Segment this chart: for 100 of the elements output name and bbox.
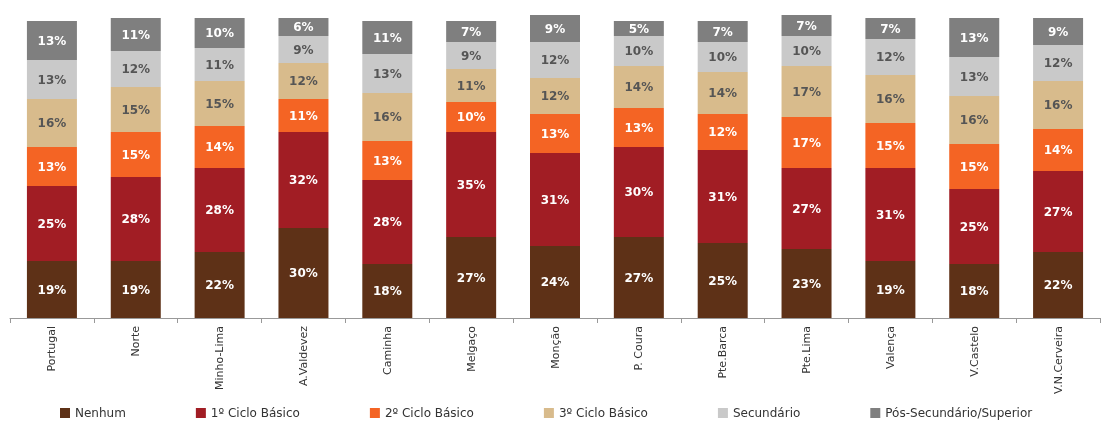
data-label: 12% — [708, 125, 738, 139]
bar — [362, 54, 413, 93]
data-label: 10% — [456, 110, 486, 124]
data-label: 13% — [37, 72, 67, 87]
data-label: 25% — [708, 273, 738, 288]
legend-label: 2º Ciclo Básico — [384, 406, 474, 420]
data-label: 6% — [293, 20, 314, 34]
bar — [949, 57, 1000, 96]
data-label: 15% — [205, 96, 234, 111]
data-label: 28% — [121, 212, 151, 226]
bar — [781, 168, 832, 249]
bar — [194, 168, 245, 252]
bar — [949, 264, 1000, 318]
bar — [446, 132, 497, 237]
x-tick-label: Valença — [883, 326, 897, 369]
data-label: 10% — [624, 44, 654, 58]
data-label: 11% — [121, 27, 151, 42]
bar — [194, 126, 245, 168]
data-label: 11% — [372, 30, 402, 45]
data-label: 18% — [372, 284, 402, 298]
data-label: 11% — [205, 57, 234, 72]
bar — [194, 81, 245, 126]
legend-label: Pós-Secundário/Superior — [885, 406, 1033, 420]
bar — [613, 237, 664, 318]
data-label: 7% — [460, 24, 482, 39]
data-label: 27% — [792, 201, 821, 216]
data-label: 30% — [624, 185, 654, 199]
data-label: 9% — [1047, 24, 1069, 39]
bar — [697, 243, 748, 318]
data-label: 12% — [540, 89, 570, 103]
data-label: 7% — [712, 24, 733, 39]
data-label: 25% — [37, 216, 67, 231]
data-label: 19% — [37, 282, 67, 297]
data-label: 12% — [289, 74, 318, 88]
bar — [194, 252, 245, 318]
bar — [446, 69, 497, 102]
data-label: 9% — [460, 48, 482, 63]
data-label: 31% — [708, 189, 738, 204]
legend-label: Secundário — [732, 406, 801, 420]
bar — [697, 21, 748, 42]
bar — [1033, 252, 1084, 318]
bar — [697, 72, 748, 114]
bar — [781, 249, 832, 318]
bar — [781, 66, 832, 117]
data-label: 13% — [37, 33, 67, 48]
bar — [362, 180, 413, 264]
x-tick-label: Pte.Lima — [800, 326, 814, 374]
data-label: 13% — [37, 159, 67, 174]
bar — [362, 93, 413, 141]
data-label: 31% — [876, 207, 905, 222]
data-label: 10% — [792, 44, 821, 58]
bar — [865, 18, 916, 39]
data-label: 27% — [456, 270, 486, 285]
data-label: 35% — [456, 177, 486, 192]
data-label: 7% — [880, 21, 901, 36]
x-tick-label: Pte.Barca — [716, 326, 730, 379]
data-label: 9% — [293, 42, 314, 57]
x-tick-label: Minho-Lima — [213, 326, 227, 391]
data-label: 13% — [372, 66, 402, 81]
bar — [1033, 18, 1084, 45]
bar — [865, 123, 916, 168]
bar — [446, 21, 497, 42]
x-tick-label: Monção — [548, 325, 562, 369]
data-label: 17% — [792, 84, 821, 99]
bar — [362, 264, 413, 318]
data-label: 14% — [1043, 143, 1073, 157]
x-tick-label: A.Valdevez — [296, 325, 310, 387]
bar — [26, 60, 77, 99]
data-label: 15% — [959, 159, 989, 174]
bar — [865, 39, 916, 75]
bar — [446, 42, 497, 69]
data-label: 12% — [540, 53, 570, 67]
data-label: 18% — [959, 284, 989, 298]
bar — [362, 21, 413, 54]
x-tick-label: Melgaço — [464, 325, 478, 372]
bar — [278, 36, 329, 63]
bar — [781, 15, 832, 36]
bar — [949, 189, 1000, 264]
bar — [26, 21, 77, 60]
data-label: 28% — [205, 203, 234, 217]
bar — [949, 18, 1000, 57]
bar — [530, 42, 580, 78]
data-label: 13% — [372, 153, 402, 168]
bar — [26, 186, 77, 261]
bar — [781, 117, 832, 168]
data-label: 30% — [289, 266, 318, 280]
data-label: 28% — [372, 215, 402, 229]
bar — [530, 246, 580, 318]
bar — [26, 147, 77, 186]
data-label: 10% — [205, 26, 234, 40]
data-label: 14% — [624, 80, 654, 94]
data-label: 12% — [876, 50, 905, 64]
bar — [26, 99, 77, 147]
data-label: 27% — [1043, 204, 1073, 219]
bar — [110, 261, 161, 318]
bar — [362, 141, 413, 180]
data-label: 16% — [1043, 98, 1073, 112]
data-label: 13% — [959, 69, 989, 84]
data-label: 24% — [540, 275, 570, 289]
x-tick-label: Caminha — [380, 326, 394, 375]
